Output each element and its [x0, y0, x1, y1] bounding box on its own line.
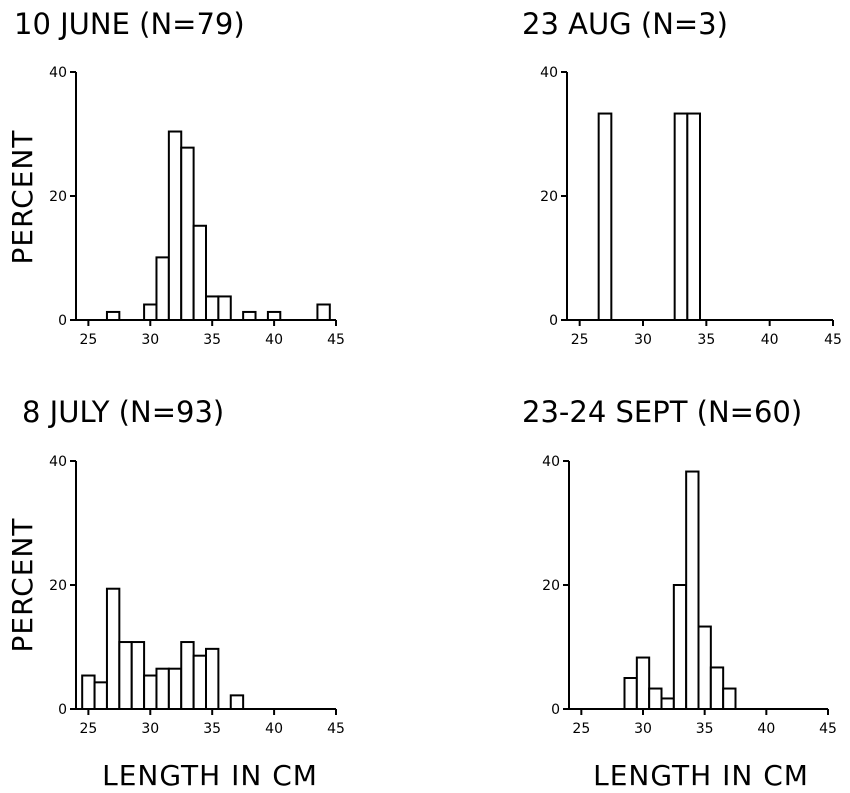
histogram-bar	[685, 470, 700, 711]
x-tick-label: 45	[824, 332, 842, 348]
y-tick-label: 40	[49, 65, 67, 81]
histogram-bar	[229, 694, 245, 710]
histogram-bar	[722, 687, 737, 710]
histogram-bar	[673, 112, 689, 322]
panel-8-july: 8 JULY (N=93) 0 20 40 25 30 35 40 45	[22, 395, 345, 737]
histogram-bar	[143, 303, 158, 321]
y-tick-label: 20	[540, 189, 558, 205]
histogram-bar	[217, 295, 232, 322]
x-tick-label: 45	[327, 332, 345, 348]
x-axis-title-left: LENGTH IN CM	[102, 759, 318, 792]
panel-title: 23-24 SEPT (N=60)	[522, 395, 802, 429]
histogram-bar	[105, 587, 121, 710]
y-tick-label: 40	[49, 454, 67, 470]
y-tick-label: 0	[551, 702, 560, 718]
histogram-bar	[648, 687, 663, 710]
x-tick-label: 40	[265, 332, 283, 348]
x-tick-label: 30	[634, 332, 652, 348]
histogram-bar	[81, 674, 96, 711]
y-axis-title-bottom: PERCENT	[6, 518, 39, 653]
histogram-bar	[167, 130, 183, 321]
histogram-bar	[143, 674, 158, 711]
panel-10-june: 10 JUNE (N=79) 0 20 40 25 30 35 40 45	[14, 7, 345, 348]
histogram-bar	[623, 677, 638, 710]
x-tick-label: 35	[696, 721, 714, 737]
histogram-bar	[709, 666, 725, 711]
histogram-bar	[105, 310, 121, 322]
x-tick-label: 35	[697, 332, 715, 348]
y-tick-label: 40	[542, 454, 560, 470]
panel-title: 10 JUNE (N=79)	[14, 7, 245, 41]
histogram-bar	[155, 667, 170, 711]
x-tick-label: 30	[141, 332, 159, 348]
y-tick-label: 20	[542, 578, 560, 594]
y-axis-title-top: PERCENT	[6, 130, 39, 265]
y-tick-label: 40	[540, 65, 558, 81]
histogram-bar	[242, 310, 257, 322]
histogram-bar	[180, 641, 195, 710]
histogram-bar	[686, 112, 701, 322]
histogram-bar	[180, 146, 195, 321]
histogram-bar	[316, 303, 331, 321]
x-tick-label: 25	[79, 332, 97, 348]
histogram-bar	[205, 295, 220, 322]
x-tick-label: 30	[141, 721, 159, 737]
x-tick-label: 45	[327, 721, 345, 737]
panel-23-24-sept: 23-24 SEPT (N=60) 0 20 40 25 30 35 40 45	[522, 395, 837, 737]
histogram-bar	[118, 641, 133, 710]
histogram-bar	[205, 647, 220, 710]
histogram-bar	[192, 654, 208, 710]
x-tick-label: 30	[634, 721, 652, 737]
histogram-bar	[697, 625, 712, 710]
histogram-bar	[597, 112, 613, 322]
y-tick-label: 0	[549, 313, 558, 329]
histogram-bar	[635, 656, 651, 710]
x-tick-label: 45	[819, 721, 837, 737]
histogram-bar	[155, 256, 170, 322]
histogram-bar	[93, 681, 108, 711]
y-tick-label: 20	[49, 189, 67, 205]
y-tick-label: 0	[58, 702, 67, 718]
panel-title: 8 JULY (N=93)	[22, 395, 224, 429]
x-tick-label: 35	[203, 332, 221, 348]
histogram-bar	[672, 584, 688, 710]
x-tick-label: 35	[203, 721, 221, 737]
x-axis-title-right: LENGTH IN CM	[593, 759, 809, 792]
x-tick-label: 25	[79, 721, 97, 737]
x-tick-label: 25	[572, 721, 590, 737]
x-tick-label: 25	[571, 332, 589, 348]
histogram-bar	[130, 641, 146, 710]
x-tick-label: 40	[761, 332, 779, 348]
histogram-bar	[192, 224, 208, 321]
panel-23-aug: 23 AUG (N=3) 0 20 40 25 30 35 40 45	[522, 7, 842, 348]
y-tick-label: 0	[58, 313, 67, 329]
x-tick-label: 40	[757, 721, 775, 737]
y-tick-label: 20	[49, 578, 67, 594]
histogram-bar	[266, 310, 282, 322]
histogram-bar	[660, 697, 675, 711]
histogram-bar	[167, 667, 183, 711]
x-tick-label: 40	[265, 721, 283, 737]
panel-title: 23 AUG (N=3)	[522, 7, 728, 41]
